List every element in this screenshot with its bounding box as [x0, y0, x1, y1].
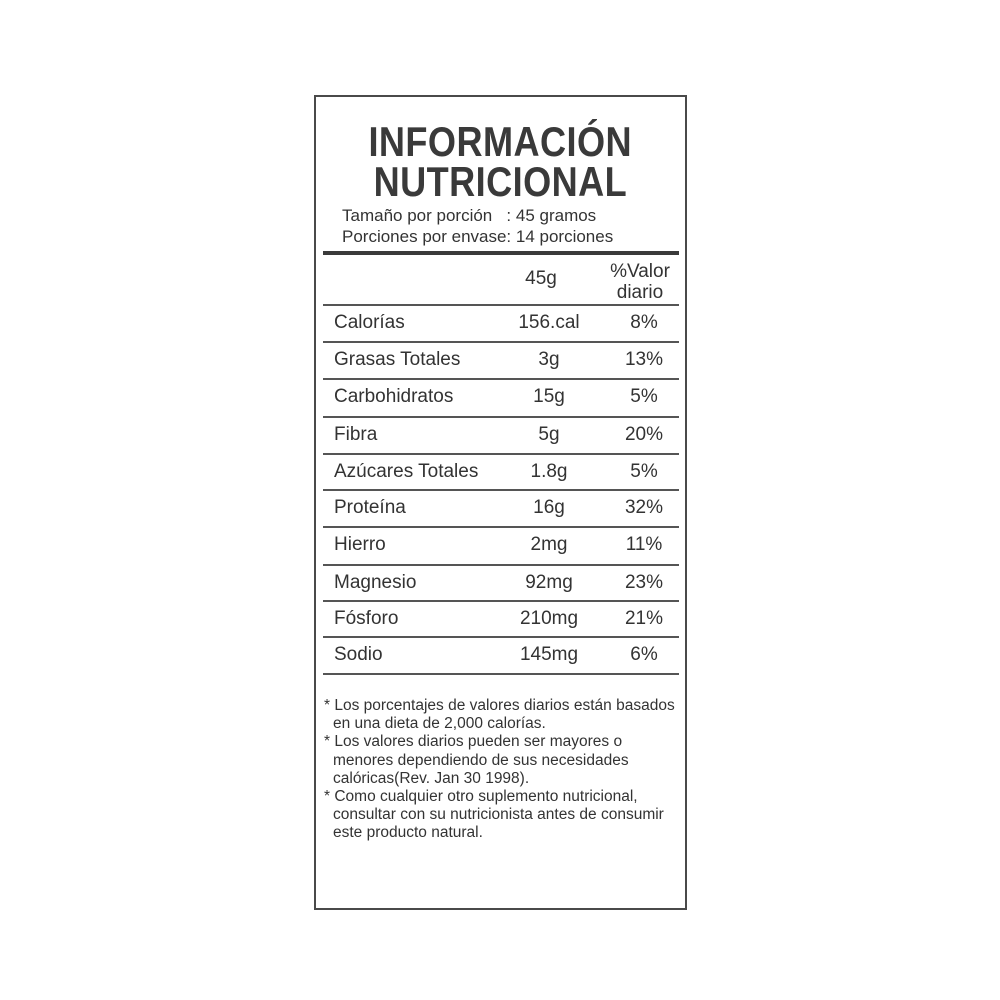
daily-value-header: %Valor diario [592, 261, 688, 303]
nutrition-label: INFORMACIÓN NUTRICIONAL Tamaño por porci… [314, 95, 687, 910]
divider [323, 304, 679, 306]
nutrient-row: Fósforo 210mg 21% [323, 600, 679, 636]
nutrient-amount: 16g [533, 497, 565, 518]
nutrient-name: Grasas Totales [334, 349, 461, 370]
nutrient-row: Sodio 145mg 6% [323, 636, 679, 673]
nutrient-amount: 92mg [525, 572, 573, 593]
nutrient-name: Azúcares Totales [334, 461, 479, 482]
nutrient-row: Calorías 156.cal 8% [323, 304, 679, 341]
nutrient-amount: 145mg [519, 644, 579, 665]
divider [323, 526, 679, 528]
title-line-1: INFORMACIÓN [368, 118, 633, 165]
nutrient-daily-value: 8% [630, 312, 658, 333]
nutrient-daily-value: 23% [624, 572, 664, 593]
nutrient-name: Fósforo [334, 608, 399, 629]
nutrient-row: Fibra 5g 20% [323, 416, 679, 453]
nutrient-daily-value: 21% [624, 608, 664, 629]
divider [323, 341, 679, 343]
nutrient-amount: 210mg [519, 608, 579, 629]
nutrient-amount: 5g [538, 424, 560, 445]
nutrient-row: Azúcares Totales 1.8g 5% [323, 453, 679, 489]
nutrient-amount: 1.8g [530, 461, 568, 482]
nutrient-row: Grasas Totales 3g 13% [323, 341, 679, 378]
nutrient-amount: 156.cal [518, 312, 580, 333]
divider [323, 378, 679, 380]
title-line-2: NUTRICIONAL [373, 158, 628, 205]
nutrient-daily-value: 11% [625, 534, 663, 555]
nutrient-name: Proteína [334, 497, 406, 518]
footnote: * Los valores diarios pueden ser mayores… [324, 733, 629, 787]
nutrient-name: Fibra [334, 424, 378, 445]
nutrient-row: Proteína 16g 32% [323, 489, 679, 526]
footnote: * Como cualquier otro suplemento nutrici… [324, 788, 664, 842]
nutrient-row: Magnesio 92mg 23% [323, 564, 679, 600]
nutrient-name: Hierro [334, 534, 386, 555]
nutrient-name: Calorías [334, 312, 405, 333]
nutrient-name: Carbohidratos [334, 386, 454, 407]
divider [323, 453, 679, 455]
divider [323, 636, 679, 638]
footnotes: * Los porcentajes de valores diarios est… [324, 697, 684, 843]
divider [323, 673, 679, 675]
nutrient-daily-value: 5% [630, 461, 658, 482]
servings-per-container: Porciones por envase: 14 porciones [342, 227, 614, 246]
nutrient-row: Carbohidratos 15g 5% [323, 378, 679, 416]
nutrient-amount: 3g [538, 349, 560, 370]
nutrient-row: Hierro 2mg 11% [323, 526, 679, 564]
nutrient-name: Magnesio [334, 572, 417, 593]
divider [323, 564, 679, 566]
nutrient-name: Sodio [334, 644, 383, 665]
nutrient-daily-value: 20% [624, 424, 664, 445]
serving-size: Tamaño por porción : 45 gramos [342, 206, 597, 225]
dv-header-line-2: diario [616, 282, 664, 303]
nutrient-daily-value: 32% [624, 497, 664, 518]
amount-header: 45g [525, 268, 557, 289]
footnote: * Los porcentajes de valores diarios est… [324, 697, 675, 733]
divider [323, 600, 679, 602]
divider [323, 416, 679, 418]
nutrient-amount: 15g [533, 386, 565, 407]
label-title: INFORMACIÓN NUTRICIONAL [316, 118, 685, 205]
nutrient-daily-value: 13% [624, 349, 664, 370]
nutrient-daily-value: 5% [630, 386, 658, 407]
divider [323, 489, 679, 491]
thick-divider [323, 251, 679, 255]
dv-header-line-1: %Valor [610, 261, 670, 282]
nutrient-daily-value: 6% [630, 644, 658, 665]
nutrient-amount: 2mg [530, 534, 568, 555]
